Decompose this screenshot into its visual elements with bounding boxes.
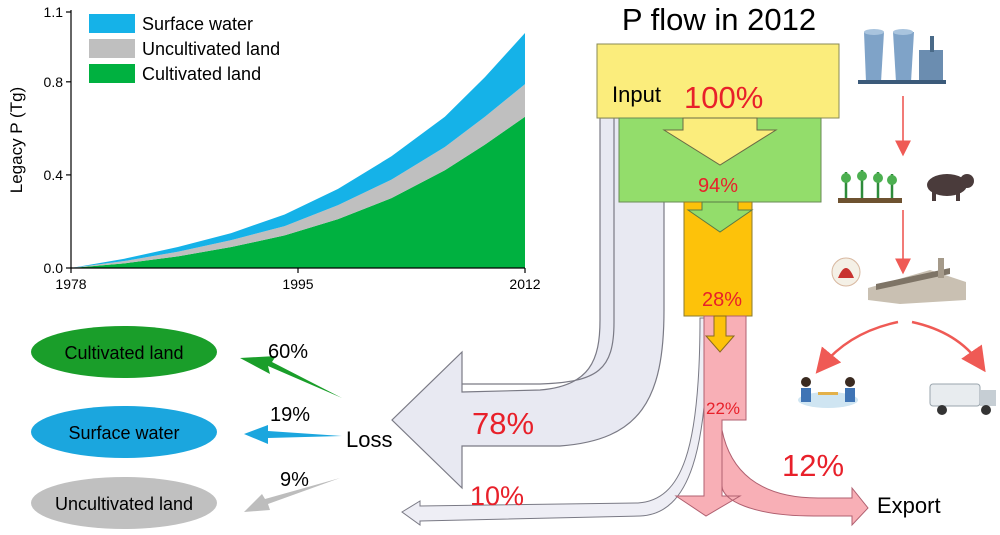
input-percent: 100% (684, 80, 763, 115)
sink-label-surface-water: Surface water (68, 423, 179, 443)
sink-arrow-uncultivated-land (244, 478, 340, 512)
x-tick-label: 1995 (282, 276, 313, 292)
flow-title: P flow in 2012 (622, 2, 816, 37)
loss-main-percent: 78% (472, 406, 534, 441)
sink-label-cultivated-land: Cultivated land (64, 343, 183, 363)
crops-icon (838, 170, 902, 203)
export-percent: 12% (782, 448, 844, 483)
x-tick-label: 1978 (55, 276, 86, 292)
input-box (596, 43, 840, 119)
sink-percent-cultivated-land: 60% (268, 341, 308, 363)
meat-icon (831, 257, 861, 287)
y-tick-label: 0.4 (44, 167, 64, 183)
y-axis-label: Legacy P (Tg) (7, 87, 26, 193)
legend-swatch-uncultivated-land (89, 39, 135, 58)
sink-ellipse-cultivated-land (31, 326, 217, 378)
legend-label-surface-water: Surface water (142, 14, 253, 34)
loss-flow-arrow (391, 117, 665, 490)
loss-minor-arrow (401, 317, 709, 526)
legend-swatch-cultivated-land (89, 64, 135, 83)
export-label: Export (877, 493, 941, 518)
pig-icon (927, 174, 974, 201)
sink-arrow-surface-water (244, 425, 342, 444)
stage2-down-arrow (686, 201, 754, 233)
input-label: Input (612, 82, 661, 107)
loss-label: Loss (346, 427, 392, 452)
flow-arrow-factory-to-truck (911, 320, 986, 373)
sink-ellipse-surface-water (31, 406, 217, 458)
legend-swatch-surface-water (89, 14, 135, 33)
area-uncultivated-land (71, 84, 525, 269)
sink-arrow-cultivated-land (240, 356, 342, 398)
input-down-arrow (662, 117, 778, 166)
legacy-p-area-chart: 0.00.40.81.1 1978 1995 2012 Legacy P (Tg) … (7, 4, 541, 292)
flow-arrow-factory-to-dining (815, 320, 899, 374)
sink-ellipse-uncultivated-land (31, 477, 217, 529)
y-tick-label: 0.8 (44, 74, 64, 90)
stage2-percent: 94% (698, 175, 738, 197)
area-surface-water (71, 32, 525, 269)
x-tick-label: 2012 (509, 276, 540, 292)
sink-percent-surface-water: 19% (270, 404, 310, 426)
stage3-percent: 28% (702, 289, 742, 311)
loss-minor-percent: 10% (470, 481, 524, 511)
stage3-down-arrow (704, 315, 736, 353)
factory-icon (868, 258, 966, 304)
stage4-percent: 22% (706, 399, 740, 418)
legend-label-uncultivated-land: Uncultivated land (142, 39, 280, 59)
sink-label-uncultivated-land: Uncultivated land (55, 494, 193, 514)
area-cultivated-land (71, 116, 525, 269)
truck-icon (929, 383, 996, 415)
people-dining-icon (798, 377, 858, 408)
sink-percent-uncultivated-land: 9% (280, 469, 309, 491)
loss-flow-inner-band-1 (462, 118, 615, 385)
y-tick-label: 0.0 (44, 260, 64, 276)
y-tick-label: 1.1 (44, 4, 64, 20)
chart-legend: Surface water Uncultivated land Cultivat… (89, 14, 280, 84)
legend-label-cultivated-land: Cultivated land (142, 64, 261, 84)
power-plant-icon (858, 29, 946, 84)
